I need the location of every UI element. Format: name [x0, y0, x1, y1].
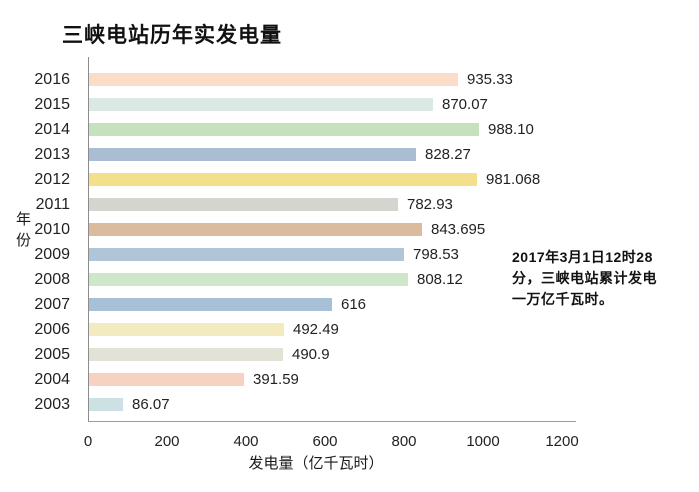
bar [89, 248, 404, 261]
bar-row: 2016 935.33 [0, 67, 699, 92]
x-axis-line [88, 421, 576, 422]
bar [89, 348, 283, 361]
bar [89, 323, 284, 336]
value-label: 492.49 [293, 321, 339, 338]
year-label: 2004 [34, 370, 70, 388]
bar-row: 2013 828.27 [0, 142, 699, 167]
value-label: 616 [341, 296, 367, 313]
annotation-line: 分，三峡电站累计发电 [512, 270, 657, 286]
bar-row: 2005 490.9 [0, 342, 699, 367]
bar-row: 2004 391.59 [0, 367, 699, 392]
bar [89, 398, 123, 411]
bar [89, 273, 408, 286]
year-label: 2013 [34, 145, 70, 163]
bar-row: 2003 86.07 [0, 392, 699, 417]
year-label: 2003 [34, 395, 70, 413]
bar-row: 2014 988.10 [0, 117, 699, 142]
bar-row: 2011 782.93 [0, 192, 699, 217]
y-axis-line [88, 57, 89, 422]
value-label: 988.10 [488, 121, 534, 138]
year-label: 2007 [34, 295, 70, 313]
x-tick-label: 800 [391, 433, 417, 450]
year-label: 2008 [34, 270, 70, 288]
year-label: 2006 [34, 320, 70, 338]
value-label: 86.07 [132, 396, 170, 413]
x-tick-label: 600 [312, 433, 338, 450]
year-label: 2009 [34, 245, 70, 263]
bar [89, 198, 398, 211]
value-label: 490.9 [292, 346, 330, 363]
bar-row: 2006 492.49 [0, 317, 699, 342]
year-label: 2005 [34, 345, 70, 363]
x-axis-ticks: 0 200 400 600 800 1000 1200 [0, 433, 699, 451]
chart-title: 三峡电站历年实发电量 [62, 24, 282, 47]
x-axis-title: 发电量（亿千瓦时） [248, 455, 384, 472]
bar [89, 148, 416, 161]
year-label: 2014 [34, 120, 70, 138]
bar [89, 123, 479, 136]
bar-row: 2008 808.12 [0, 267, 699, 292]
year-label: 2010 [34, 220, 70, 238]
value-label: 870.07 [442, 96, 488, 113]
year-label: 2012 [34, 170, 70, 188]
value-label: 798.53 [413, 246, 459, 263]
year-label: 2016 [34, 70, 70, 88]
value-label: 782.93 [407, 196, 453, 213]
bar [89, 298, 332, 311]
bar-row: 2015 870.07 [0, 92, 699, 117]
x-tick-label: 1000 [466, 433, 500, 450]
x-tick-label: 200 [154, 433, 180, 450]
bar-row: 2009 798.53 [0, 242, 699, 267]
bar-row: 2007 616 [0, 292, 699, 317]
year-label: 2011 [35, 195, 70, 213]
bar [89, 98, 433, 111]
bar [89, 373, 244, 386]
annotation-line: 2017年3月1日12时28 [512, 249, 653, 265]
bar [89, 73, 458, 86]
y-axis-title: 年份 [14, 211, 31, 253]
x-tick-label: 0 [83, 433, 93, 450]
bar-row: 2012 981.068 [0, 167, 699, 192]
bar [89, 173, 477, 186]
x-tick-label: 1200 [545, 433, 579, 450]
annotation: 2017年3月1日12时28 分，三峡电站累计发电 一万亿千瓦时。 [512, 247, 697, 310]
value-label: 981.068 [486, 171, 541, 188]
value-label: 391.59 [253, 371, 299, 388]
annotation-line: 一万亿千瓦时。 [512, 291, 614, 307]
value-label: 935.33 [467, 71, 513, 88]
x-tick-label: 400 [233, 433, 259, 450]
year-label: 2015 [34, 95, 70, 113]
value-label: 828.27 [425, 146, 471, 163]
bar-row: 2010 843.695 [0, 217, 699, 242]
value-label: 808.12 [417, 271, 463, 288]
value-label: 843.695 [431, 221, 486, 238]
bar [89, 223, 422, 236]
bars-area: 2016 935.33 2015 870.07 2014 988.10 2013 828.27… [0, 67, 699, 417]
